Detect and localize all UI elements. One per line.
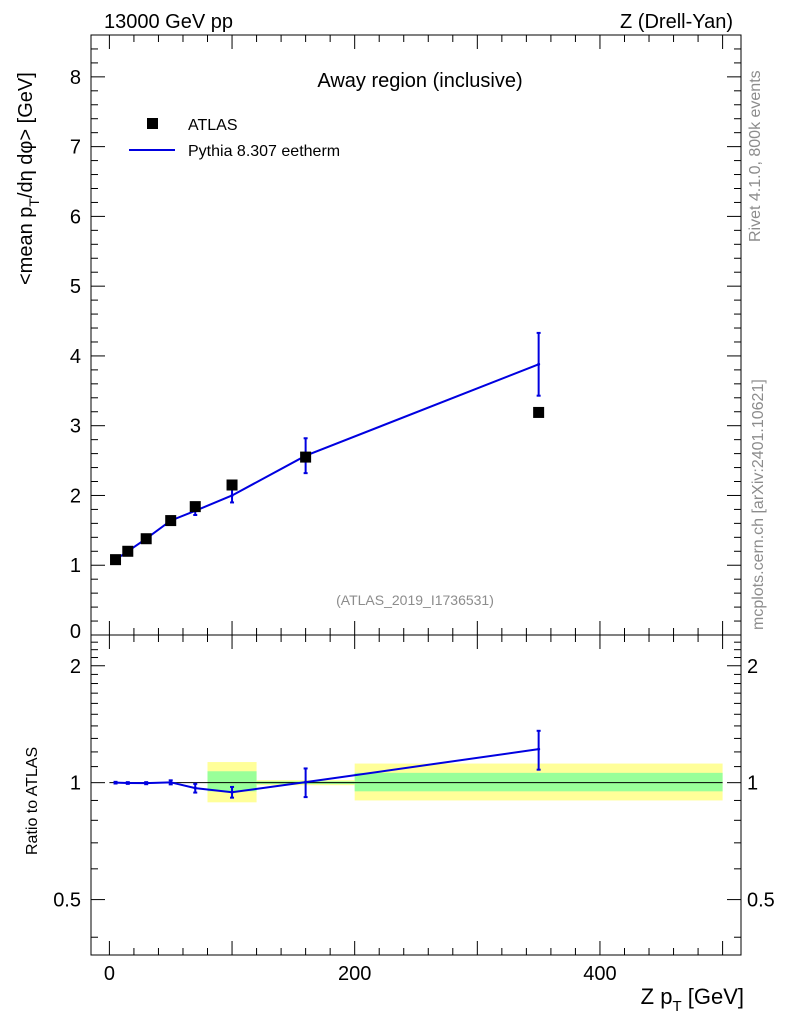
x-axis-title-sub: T <box>672 998 681 1015</box>
main-y-axis-title: <mean pT/dη dφ> [GeV] <box>15 72 42 285</box>
main-panel: 1 2 3 4 5 6 7 8 0 Away region (inclusive) (ATLAS… <box>15 34 742 643</box>
ratio-mc-series <box>113 729 541 799</box>
ratio-y-tick-label-right: 0.5 <box>747 890 775 912</box>
main-data-series <box>110 406 545 566</box>
legend: ATLAS Pythia 8.307 eetherm <box>129 117 340 160</box>
atlas-data-point <box>140 533 152 545</box>
x-tick-label: 0 <box>104 963 115 985</box>
ratio-mc-point <box>114 781 118 785</box>
ratio-panel: 0.5 0.5 1 1 2 2 0 200 400 Ratio to ATLAS Z pT [G… <box>24 634 775 1015</box>
x-axis-title-main: Z p <box>641 984 673 1009</box>
main-y-tick-label: 4 <box>70 346 81 368</box>
main-y-axis-title-sub: T <box>26 198 42 207</box>
mcplots-credit-label: mcplots.cern.ch [arXiv:2401.10621] <box>750 379 767 630</box>
atlas-data-point <box>122 545 134 557</box>
atlas-data-point <box>110 554 122 566</box>
main-y-zero-label: 0 <box>70 621 81 643</box>
ratio-frame <box>90 634 742 956</box>
main-y-axis-title-main: <mean p <box>15 207 37 285</box>
x-tick-label: 200 <box>338 963 371 985</box>
rivet-version-label: Rivet 4.1.0, 800k events <box>747 70 764 242</box>
analysis-label: (ATLAS_2019_I1736531) <box>336 592 494 608</box>
legend-atlas-marker <box>147 118 158 129</box>
x-axis-title-rest: [GeV] <box>682 984 744 1009</box>
atlas-data-point <box>165 515 177 527</box>
main-mc-series <box>113 331 541 562</box>
main-y-tick-label: 6 <box>70 206 81 228</box>
ratio-mc-point <box>126 781 130 785</box>
main-y-tick-label: 2 <box>70 485 81 507</box>
legend-mc-label: Pythia 8.307 eetherm <box>188 143 340 160</box>
main-axis-ticks: 1 2 3 4 5 6 7 8 0 <box>70 35 741 643</box>
ratio-stat-uncertainty-band <box>207 771 257 792</box>
main-y-tick-label: 3 <box>70 416 81 438</box>
atlas-data-point <box>226 479 238 491</box>
atlas-data-point <box>300 451 312 463</box>
ratio-y-tick-label-right: 1 <box>747 773 758 795</box>
main-y-tick-label: 1 <box>70 555 81 577</box>
ratio-mc-point <box>230 790 234 794</box>
atlas-data-point <box>189 501 201 513</box>
header-beam-label: 13000 GeV pp <box>104 11 233 33</box>
x-tick-label: 400 <box>583 963 616 985</box>
ratio-y-tick-label-right: 2 <box>747 656 758 678</box>
main-y-tick-label: 5 <box>70 276 81 298</box>
main-y-tick-label: 7 <box>70 137 81 159</box>
ratio-stat-uncertainty-band <box>354 772 723 792</box>
mc-point <box>230 493 234 497</box>
ratio-y-tick-label: 2 <box>70 656 81 678</box>
x-axis-title: Z pT [GeV] <box>641 984 744 1015</box>
ratio-mc-point <box>193 786 197 790</box>
header-process-label: Z (Drell-Yan) <box>620 11 733 33</box>
mc-line <box>114 363 540 561</box>
main-y-tick-label: 8 <box>70 67 81 89</box>
ratio-y-axis-title: Ratio to ATLAS <box>24 747 41 855</box>
atlas-data-point <box>533 406 545 418</box>
ratio-mc-point <box>304 780 308 784</box>
ratio-mc-point <box>169 780 173 784</box>
ratio-mc-point <box>144 781 148 785</box>
chart-title: Away region (inclusive) <box>317 70 522 92</box>
ratio-mc-point <box>537 747 541 751</box>
ratio-axis-ticks: 0.5 0.5 1 1 2 2 0 200 400 <box>53 635 775 985</box>
ratio-y-tick-label: 1 <box>70 773 81 795</box>
ratio-y-tick-label: 0.5 <box>53 890 81 912</box>
mc-point <box>537 362 541 366</box>
main-y-axis-title-rest: /dη dφ> [GeV] <box>15 72 37 198</box>
ratio-mc-line <box>115 748 539 794</box>
legend-atlas-label: ATLAS <box>188 117 238 134</box>
